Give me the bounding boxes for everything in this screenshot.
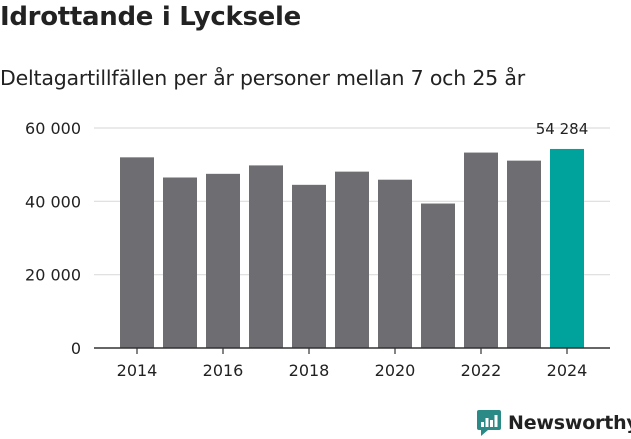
bar-2017 [249,165,283,348]
chart-title: Idrottande i Lycksele [0,2,301,32]
x-tick-label: 2014 [117,361,158,380]
y-tick-label: 60 000 [25,119,81,138]
x-tick-label: 2016 [203,361,244,380]
brand-name: Newsworthy [508,412,631,434]
y-tick-label: 0 [71,339,81,358]
x-tick-label: 2020 [375,361,416,380]
bar-2020 [378,179,412,348]
labels: 0 20 000 40 000 60 000 54 284 2014 2016 2018 202… [25,119,588,380]
newsworthy-logo-icon [477,410,501,436]
bar-2018 [292,184,326,348]
y-tick-label: 40 000 [25,192,81,211]
bar-2014 [120,157,154,348]
bar-chart: 0 20 000 40 000 60 000 54 284 2014 2016 2018 202… [25,119,610,380]
chart-subtitle: Deltagartillfällen per år personer mella… [0,66,525,90]
x-tick-label: 2018 [289,361,330,380]
bar-2022 [464,152,498,348]
bar-2021 [421,203,455,348]
axes [94,347,610,354]
bars [120,148,584,348]
y-tick-label: 20 000 [25,266,81,285]
newsworthy-logo: Newsworthy [476,408,631,438]
bar-2019 [335,171,369,348]
bar-2015 [163,177,197,348]
bar-2023 [507,160,541,348]
data-label: 54 284 [536,120,589,138]
x-tick-label: 2022 [461,361,502,380]
bar-2024 [550,148,584,348]
bar-2016 [206,173,240,348]
x-tick-label: 2024 [547,361,588,380]
